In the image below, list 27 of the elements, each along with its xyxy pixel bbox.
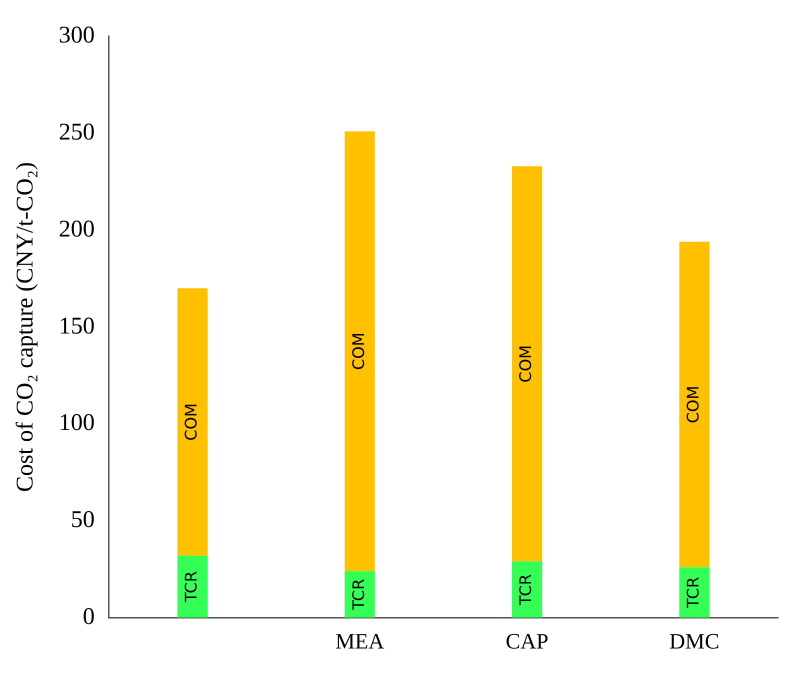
- bar: [512, 166, 542, 562]
- y-tick-label: 300: [58, 22, 95, 49]
- bar: [177, 556, 208, 618]
- y-tick-label: 250: [58, 120, 95, 146]
- text: COM: [684, 386, 703, 424]
- x-tick-label: CAP: [506, 628, 548, 654]
- series-label: COM: [182, 403, 201, 441]
- bar: [679, 567, 710, 618]
- x-tick-label: DMC: [669, 628, 720, 654]
- y-tick-label: 50: [70, 507, 95, 534]
- y-tick-label: 200: [58, 216, 95, 242]
- bar: [344, 571, 375, 618]
- bar: [344, 131, 375, 572]
- text: TCR: [684, 576, 703, 608]
- series-label: TCR: [182, 571, 201, 604]
- y-tick-label: 0: [82, 604, 95, 630]
- bar: [177, 288, 208, 556]
- y-tick-label: 100: [58, 410, 95, 436]
- text: COM: [348, 332, 368, 370]
- bar: [512, 561, 542, 618]
- bar: [679, 242, 710, 568]
- text: TCR: [348, 578, 368, 610]
- y-tick-label: 150: [58, 313, 95, 340]
- text: TCR: [516, 574, 536, 606]
- y-axis-title: Cost of CO₂ capture (CNY/t-CO₂): [12, 162, 39, 492]
- x-tick-label: MEA: [335, 628, 384, 654]
- text: COM: [516, 345, 536, 383]
